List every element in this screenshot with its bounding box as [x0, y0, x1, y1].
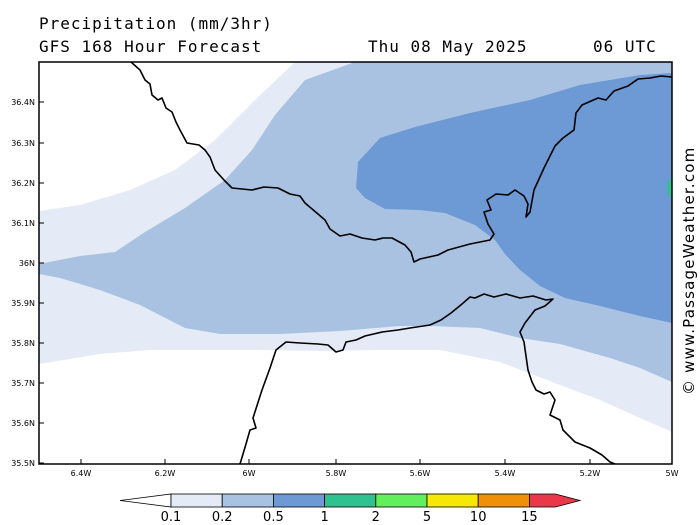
lat-tick-label: 36.3N — [11, 139, 35, 148]
lon-tick-label: 5.2W — [580, 469, 601, 478]
forecast-subtitle: GFS 168 Hour Forecast — [39, 37, 263, 56]
precip-spot-1 — [667, 178, 672, 198]
lon-tick-label: 6W — [243, 469, 256, 478]
lat-tick-label: 36.2N — [11, 179, 35, 188]
lon-tick-label: 5.4W — [495, 469, 516, 478]
lat-tick-label: 36N — [19, 259, 35, 268]
longitude-axis: 6.4W 6.2W 6W 5.8W 5.6W 5.4W 5.2W 5W — [71, 459, 679, 478]
scale-label: 0.1 — [161, 510, 182, 525]
credit-text: © www.PassageWeather.com — [680, 146, 698, 395]
scale-swatch — [272, 493, 325, 508]
lon-tick-label: 6.4W — [71, 469, 92, 478]
scale-label: 15 — [521, 510, 538, 525]
lat-tick-label: 35.6N — [11, 419, 35, 428]
scale-swatch — [477, 493, 530, 508]
lon-tick-label: 6.2W — [155, 469, 176, 478]
lat-tick-label: 35.5N — [11, 459, 35, 468]
lon-tick-label: 5.6W — [410, 469, 431, 478]
lat-tick-label: 35.7N — [11, 379, 35, 388]
forecast-time: 06 UTC — [593, 37, 657, 56]
scale-label: 0.5 — [263, 510, 284, 525]
precipitation-field — [39, 62, 672, 432]
lon-tick-label: 5W — [666, 469, 679, 478]
scale-label: 1 — [320, 510, 328, 525]
scale-swatch — [529, 493, 582, 508]
forecast-date: Thu 08 May 2025 — [368, 37, 528, 56]
scale-arrow-left — [119, 493, 172, 508]
coastline-spain — [130, 62, 672, 263]
scale-swatch — [324, 493, 377, 508]
precipitation-scale: 0.1 0.2 0.5 1 2 5 10 15 — [119, 493, 582, 525]
scale-label: 0.2 — [212, 510, 233, 525]
map-title: Precipitation (mm/3hr) — [39, 14, 273, 33]
lat-tick-label: 36.1N — [11, 219, 35, 228]
lat-tick-label: 35.9N — [11, 299, 35, 308]
coastline-morocco — [239, 293, 616, 464]
scale-swatch — [221, 493, 274, 508]
scale-swatch — [375, 493, 428, 508]
scale-swatch — [426, 493, 479, 508]
scale-label: 2 — [372, 510, 380, 525]
coastlines — [130, 62, 672, 464]
lat-tick-label: 36.4N — [11, 98, 35, 107]
scale-swatch — [170, 493, 223, 508]
lat-tick-label: 35.8N — [11, 339, 35, 348]
latitude-axis: 36.4N 36.3N 36.2N 36.1N 36N 35.9N 35.8N 35.7N 35… — [11, 98, 44, 468]
precip-band-0-5 — [356, 73, 672, 323]
scale-label: 10 — [470, 510, 487, 525]
lon-tick-label: 5.8W — [326, 469, 347, 478]
scale-label: 5 — [423, 510, 431, 525]
